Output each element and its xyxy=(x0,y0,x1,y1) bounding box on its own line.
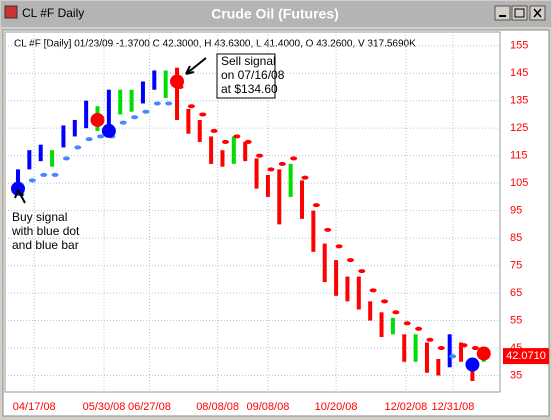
signal-dot xyxy=(101,123,116,138)
x-tick-label: 09/08/08 xyxy=(247,401,290,413)
stop-dot xyxy=(131,115,139,120)
maximize-button[interactable] xyxy=(511,5,528,21)
stop-dot xyxy=(233,134,241,139)
stop-dot xyxy=(62,156,70,161)
stop-dot xyxy=(165,101,173,106)
signal-dot xyxy=(90,112,105,127)
stop-dot xyxy=(74,145,82,150)
y-tick-label: 35 xyxy=(510,369,522,381)
signal-dot xyxy=(476,346,491,361)
stop-dot xyxy=(187,104,195,109)
stop-dot xyxy=(471,346,479,351)
stop-dot xyxy=(221,139,229,144)
stop-dot xyxy=(301,175,309,180)
stop-dot xyxy=(244,139,252,144)
stop-dot xyxy=(40,172,48,177)
info-line: CL #F [Daily] 01/23/09 -1.3700 C 42.3000… xyxy=(14,39,416,50)
annotation-text: and blue bar xyxy=(12,238,79,252)
stop-dot xyxy=(210,128,218,133)
title-bar xyxy=(1,1,551,27)
annotation-text: with blue dot xyxy=(11,224,80,238)
signal-dot xyxy=(465,357,480,372)
stop-dot xyxy=(119,120,127,125)
stop-dot xyxy=(278,161,286,166)
minimize-button[interactable] xyxy=(494,5,511,21)
y-tick-label: 115 xyxy=(510,150,528,162)
last-price-label: 42.0710 xyxy=(506,350,546,362)
signal-dot xyxy=(10,181,25,196)
stop-dot xyxy=(199,112,207,117)
y-tick-label: 135 xyxy=(510,95,528,107)
stop-dot xyxy=(51,172,59,177)
last-price-box xyxy=(503,348,549,365)
stop-dot xyxy=(415,326,423,331)
chart-title: Crude Oil (Futures) xyxy=(211,6,339,22)
stop-dot xyxy=(142,109,150,114)
y-tick-label: 145 xyxy=(510,67,528,79)
stop-dot xyxy=(392,310,400,315)
annotation-text: on 07/16/08 xyxy=(221,68,285,82)
y-tick-label: 65 xyxy=(510,287,522,299)
app-icon xyxy=(4,5,18,19)
x-tick-label: 10/20/08 xyxy=(315,401,358,413)
stop-dot xyxy=(335,244,343,249)
annotation-text: Sell signal xyxy=(221,54,276,68)
annotation-text: Buy signal xyxy=(12,210,67,224)
stop-dot xyxy=(346,258,354,263)
stop-dot xyxy=(449,354,457,359)
stop-dot xyxy=(437,346,445,351)
window-buttons xyxy=(494,5,546,21)
y-tick-label: 85 xyxy=(510,232,522,244)
y-tick-label: 75 xyxy=(510,259,522,271)
stop-dot xyxy=(312,203,320,208)
sell-box xyxy=(216,53,276,99)
stop-dot xyxy=(324,227,332,232)
sell-arrow xyxy=(185,57,207,75)
x-tick-label: 12/02/08 xyxy=(384,401,427,413)
y-tick-label: 155 xyxy=(510,40,528,52)
stop-dot xyxy=(97,134,105,139)
x-tick-label: 08/08/08 xyxy=(196,401,239,413)
x-tick-label: 12/31/08 xyxy=(432,401,475,413)
stop-dot xyxy=(85,137,93,142)
x-tick-label: 06/27/08 xyxy=(128,401,171,413)
y-tick-label: 95 xyxy=(510,205,522,217)
signal-dot xyxy=(170,74,185,89)
y-tick-label: 125 xyxy=(510,122,528,134)
stop-dot xyxy=(153,101,161,106)
stop-dot xyxy=(28,178,36,183)
x-tick-label: 05/30/08 xyxy=(83,401,126,413)
stop-dot xyxy=(290,156,298,161)
stop-dot xyxy=(369,288,377,293)
y-tick-label: 105 xyxy=(510,177,528,189)
stop-dot xyxy=(460,343,468,348)
stop-dot xyxy=(256,153,264,158)
stop-dot xyxy=(426,337,434,342)
window-title: CL #F Daily xyxy=(22,6,84,20)
stop-dot xyxy=(403,321,411,326)
annotation-text: at $134.60 xyxy=(221,82,278,96)
stop-dot xyxy=(358,269,366,274)
stop-dot xyxy=(381,299,389,304)
buy-arrow xyxy=(14,189,26,204)
stop-dot xyxy=(267,167,275,172)
y-tick-label: 55 xyxy=(510,314,522,326)
x-tick-label: 04/17/08 xyxy=(13,401,56,413)
